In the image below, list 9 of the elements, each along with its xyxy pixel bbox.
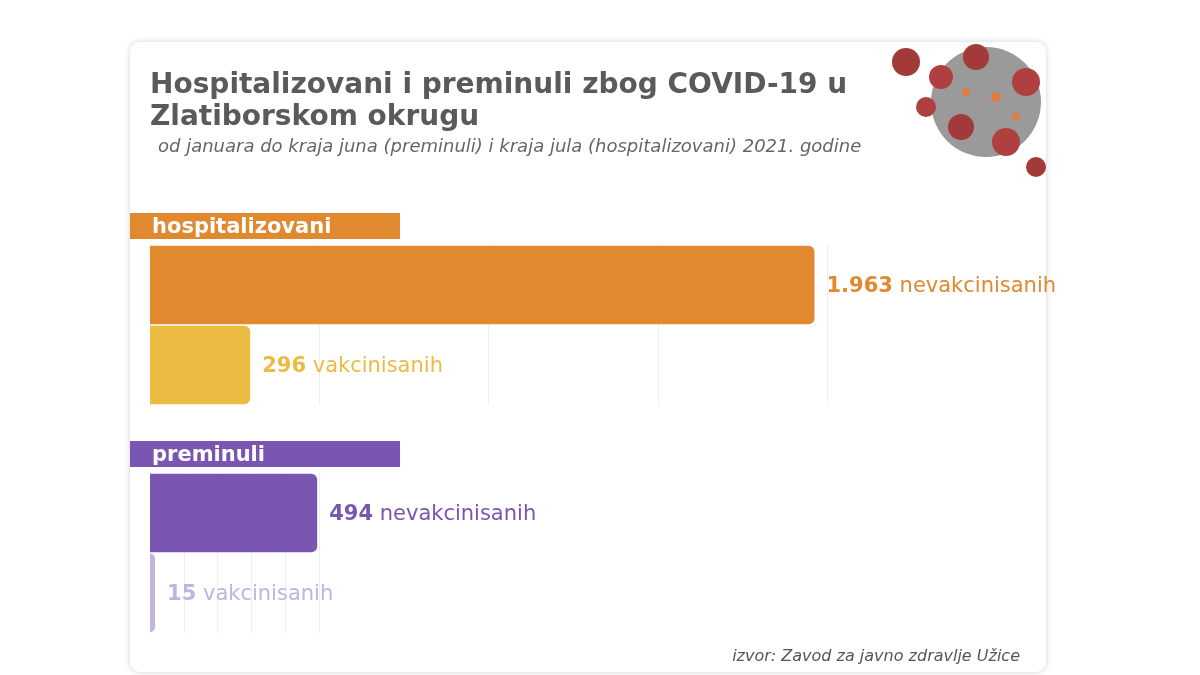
data-label: 296 vakcinisanih: [262, 353, 443, 377]
data-label: 15 vakcinisanih: [167, 581, 334, 605]
text: od januara do kraja juna (preminuli) i kraja jula (hospitalizovani) 2021. godine: [158, 135, 863, 156]
text: izvor: Zavod za javno zdravlje Užice: [731, 646, 1020, 665]
chart-title: preminuli: [152, 442, 266, 466]
text: Hospitalizovani i preminuli zbog COVID-19 u Zlatiborskom okrugu: [150, 67, 849, 132]
data-label: 1.963 nevakcinisanih: [826, 273, 1057, 297]
chart-title: hospitalizovani: [152, 214, 332, 238]
data-label: 494 nevakcinisanih: [329, 501, 537, 525]
